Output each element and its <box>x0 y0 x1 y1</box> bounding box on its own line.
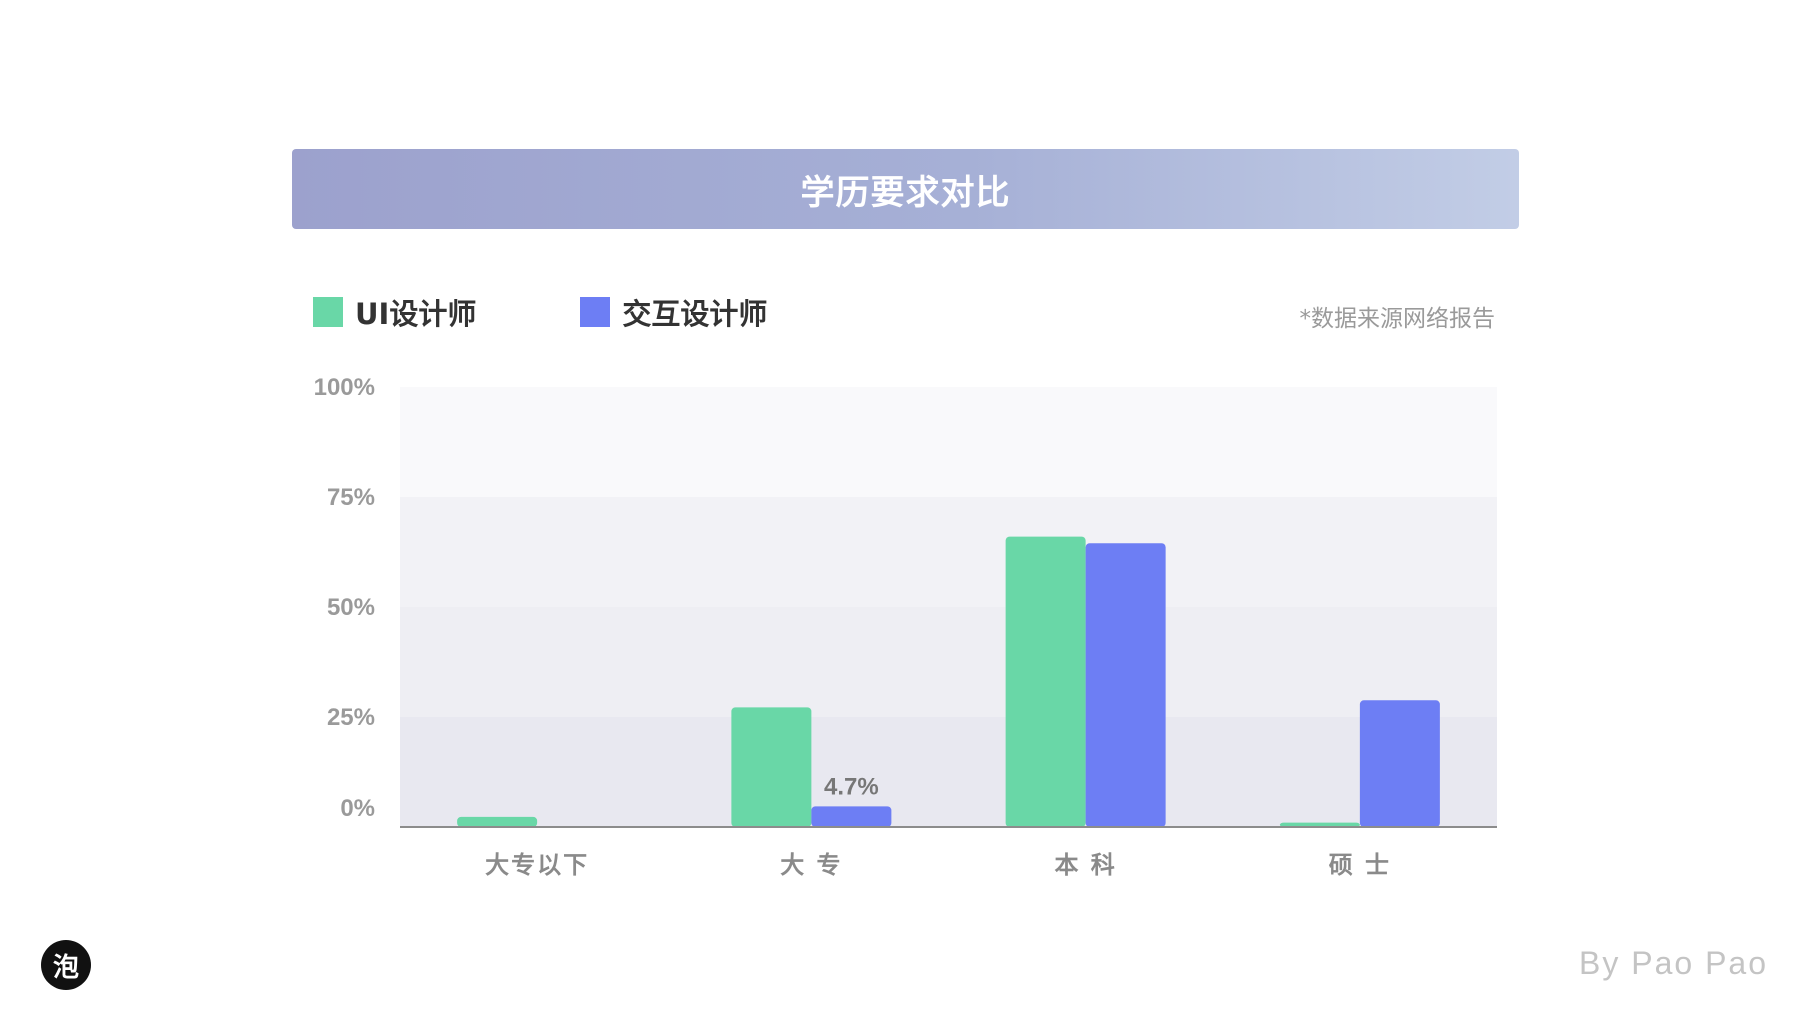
grid-band <box>400 607 1497 717</box>
bar-ui <box>1279 822 1360 827</box>
bar-ui <box>457 816 538 827</box>
logo-icon: 泡 <box>41 940 91 990</box>
legend-swatch-interaction <box>580 297 611 327</box>
y-tick-label: 100% <box>314 374 375 401</box>
legend-item-interaction: 交互设计师 <box>580 291 767 333</box>
grid-band <box>400 387 1497 497</box>
grid-band <box>400 497 1497 607</box>
y-tick-label: 50% <box>327 594 375 621</box>
y-tick-label: 25% <box>327 704 375 731</box>
bar-interaction <box>1359 700 1440 827</box>
grid-band <box>400 717 1497 827</box>
legend-label-ui: UI设计师 <box>355 297 477 331</box>
legend: UI设计师 交互设计师 <box>313 291 871 333</box>
legend-label-interaction: 交互设计师 <box>622 297 768 331</box>
x-category-label: 本 科 <box>1054 851 1116 879</box>
legend-item-ui: UI设计师 <box>313 291 476 333</box>
source-note: *数据来源网络报告 <box>1299 306 1496 332</box>
byline: By Pao Pao <box>1579 945 1768 981</box>
x-category-label: 硕 士 <box>1329 851 1391 879</box>
data-label: 4.7% <box>824 773 879 800</box>
bar-interaction <box>1085 543 1166 827</box>
legend-swatch-ui <box>313 297 343 327</box>
bar-interaction <box>811 806 892 827</box>
logo-glyph: 泡 <box>52 952 79 983</box>
y-tick-label: 75% <box>327 484 375 511</box>
y-tick-label: 0% <box>340 795 375 822</box>
x-category-label: 大专以下 <box>485 851 589 879</box>
chart-title-bar: 学历要求对比 <box>292 149 1519 229</box>
x-category-label: 大 专 <box>780 851 842 879</box>
bar-ui <box>731 707 812 827</box>
bar-ui <box>1005 536 1086 827</box>
chart-title: 学历要求对比 <box>800 172 1011 213</box>
